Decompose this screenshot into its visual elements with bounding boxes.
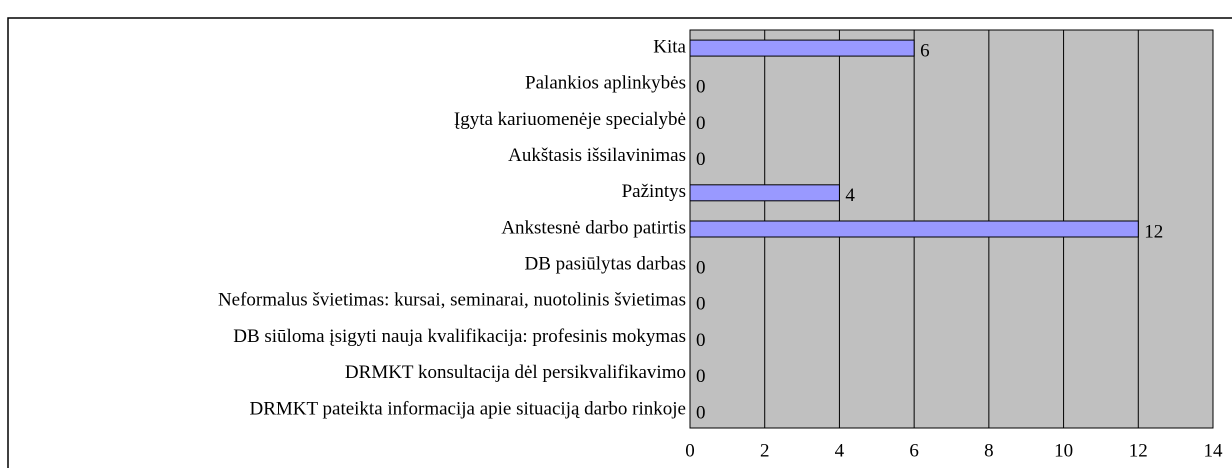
- data-label: 0: [696, 366, 706, 387]
- data-label: 4: [845, 185, 855, 206]
- data-label: 0: [696, 77, 706, 98]
- data-label: 0: [696, 294, 706, 315]
- y-tick-label: Pažintys: [622, 181, 686, 202]
- bar: [689, 39, 915, 57]
- y-tick-label: DB siūloma įsigyti nauja kvalifikacija: …: [233, 326, 686, 347]
- y-tick-label: DB pasiūlytas darbas: [525, 254, 686, 275]
- data-label: 0: [696, 149, 706, 170]
- x-tick-label: 4: [835, 440, 845, 461]
- data-label: 0: [696, 330, 706, 351]
- y-tick-label: DRMKT konsultacija dėl persikvalifikavim…: [345, 362, 686, 383]
- x-tick-label: 10: [1054, 440, 1073, 461]
- data-label: 0: [696, 113, 706, 134]
- x-tick-label: 12: [1129, 440, 1148, 461]
- y-tick-label: Palankios aplinkybės: [525, 73, 686, 94]
- y-tick-label: Įgyta kariuomenėje specialybė: [454, 109, 686, 130]
- data-label: 0: [696, 402, 706, 423]
- y-tick-label: Neformalus švietimas: kursai, seminarai,…: [218, 290, 686, 311]
- x-tick-label: 14: [1204, 440, 1224, 461]
- data-label: 0: [696, 258, 706, 279]
- data-label: 6: [920, 40, 930, 61]
- x-tick-label: 6: [909, 440, 919, 461]
- x-tick-label: 2: [760, 440, 770, 461]
- bar: [689, 184, 840, 202]
- y-tick-label: Aukštasis išsilavinimas: [508, 145, 686, 166]
- y-tick-label: Kita: [653, 36, 686, 57]
- x-tick-label: 8: [984, 440, 994, 461]
- y-tick-label: DRMKT pateikta informacija apie situacij…: [249, 398, 686, 419]
- y-tick-label: Ankstesnė darbo patirtis: [501, 217, 686, 238]
- bar: [689, 220, 1139, 238]
- data-label: 12: [1144, 221, 1163, 242]
- x-tick-label: 0: [685, 440, 695, 461]
